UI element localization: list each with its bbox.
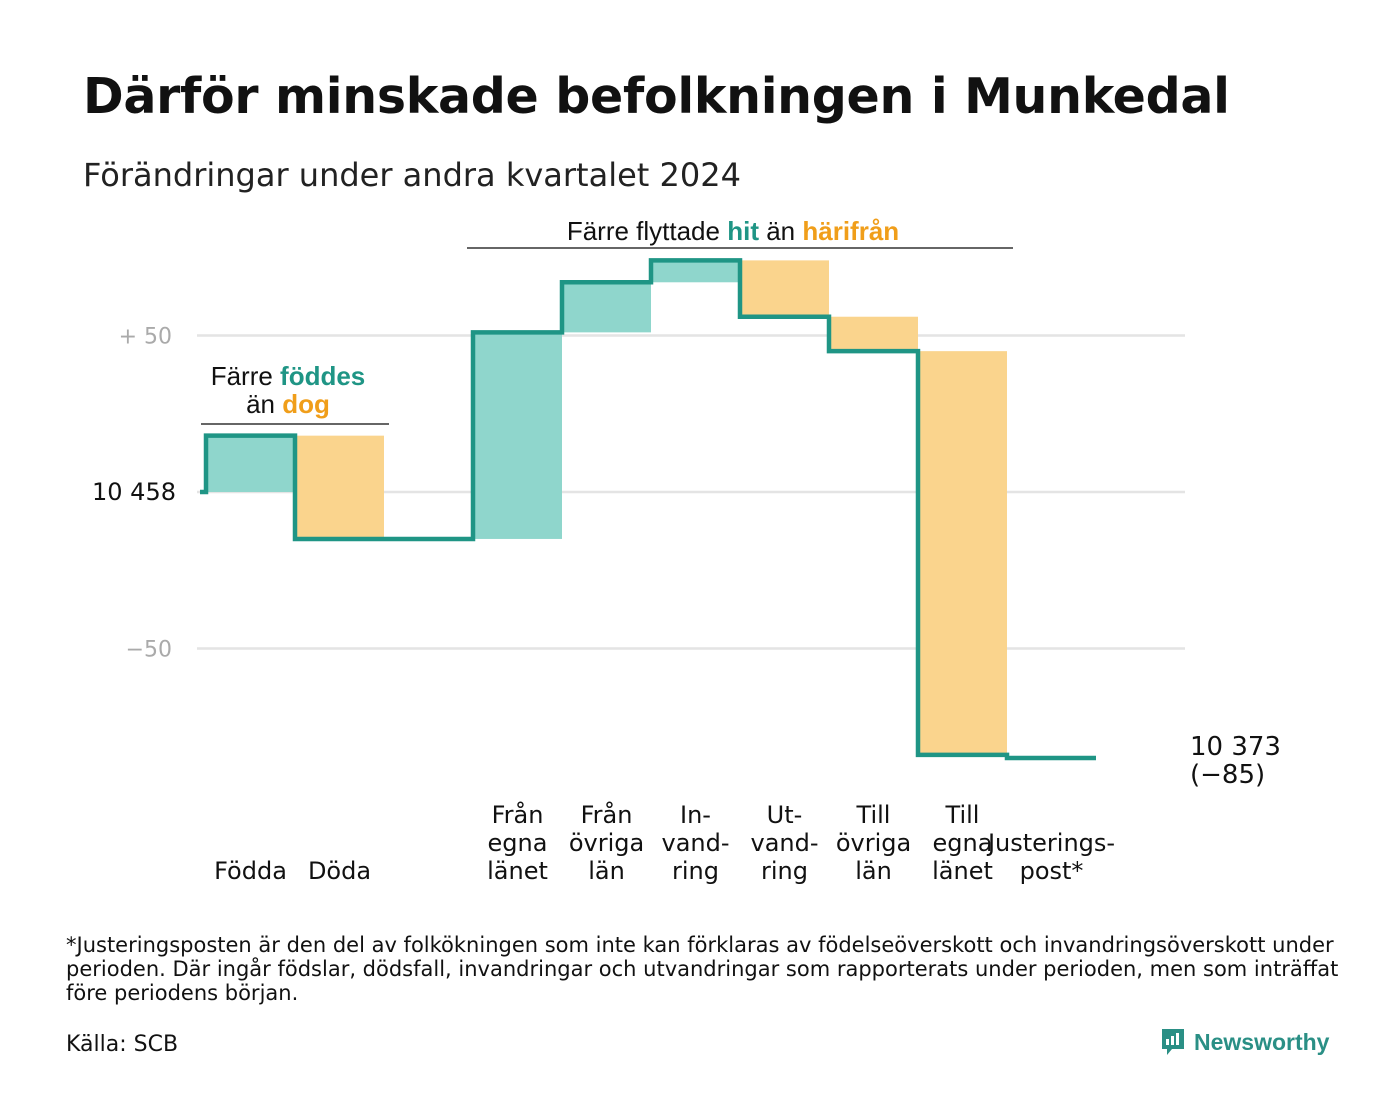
category-label: övriga bbox=[569, 829, 644, 857]
category-label: län bbox=[855, 857, 892, 885]
chart-title: Därför minskade befolkningen i Munkedal bbox=[83, 68, 1230, 125]
category-label: Födda bbox=[214, 857, 287, 885]
end-value-label: 10 373 bbox=[1190, 732, 1281, 762]
annotation-segment: föddes bbox=[280, 361, 365, 391]
annotation-segment: Färre flyttade bbox=[567, 216, 727, 246]
category-label: Döda bbox=[308, 857, 371, 885]
category-label: post* bbox=[1020, 857, 1084, 885]
annotation-moves-line1: Färre flyttade hit än härifrån bbox=[567, 216, 899, 246]
category-label: Från bbox=[492, 800, 544, 829]
y-tick-label: −50 bbox=[126, 638, 172, 663]
annotation-segment: än bbox=[246, 389, 282, 419]
annotation-births-line1: Färre föddes bbox=[211, 361, 366, 391]
category-label: Från bbox=[581, 800, 633, 829]
category-label: vand- bbox=[661, 829, 729, 857]
newsworthy-logo-icon bbox=[1162, 1029, 1184, 1055]
brand-logo[interactable]: Newsworthy bbox=[1160, 1027, 1329, 1057]
annotation-segment: Färre bbox=[211, 361, 280, 391]
bar-decrease bbox=[740, 260, 829, 317]
category-label: vand- bbox=[750, 829, 818, 857]
bar-decrease bbox=[829, 316, 918, 352]
end-change-label: (−85) bbox=[1190, 760, 1265, 790]
cumulative-step-line bbox=[200, 258, 1096, 761]
category-label: län bbox=[588, 857, 625, 885]
category-label: Justerings- bbox=[986, 829, 1115, 857]
bar-increase bbox=[206, 435, 295, 492]
source-credit: Källa: SCB bbox=[66, 1032, 179, 1057]
annotation-segment: härifrån bbox=[802, 216, 899, 246]
annotation-segment: än bbox=[759, 216, 802, 246]
category-label: egna bbox=[488, 829, 548, 857]
category-label: In- bbox=[680, 801, 711, 829]
category-label: länet bbox=[932, 857, 993, 885]
category-label: ring bbox=[761, 857, 808, 885]
footnote: *Justeringsposten är den del av folkökni… bbox=[66, 933, 1339, 1005]
bar-increase bbox=[473, 332, 562, 539]
annotation-segment: hit bbox=[727, 216, 759, 246]
bar-increase bbox=[651, 260, 740, 283]
y-tick-label: + 50 bbox=[119, 325, 172, 350]
category-label: egna bbox=[933, 829, 993, 857]
bar-increase bbox=[562, 282, 651, 333]
category-label: Till bbox=[945, 801, 980, 829]
start-value-label: 10 458 bbox=[92, 478, 176, 506]
annotation-segment: dog bbox=[282, 389, 330, 419]
category-label: övriga bbox=[836, 829, 911, 857]
bar-decrease bbox=[918, 351, 1007, 755]
category-label: Till bbox=[856, 801, 891, 829]
category-label: ring bbox=[672, 857, 719, 885]
category-label: Ut- bbox=[767, 801, 803, 829]
category-label: länet bbox=[487, 857, 548, 885]
bar-decrease bbox=[295, 435, 384, 539]
brand-name: Newsworthy bbox=[1194, 1028, 1330, 1055]
annotation-births-line2: än dog bbox=[246, 389, 330, 419]
chart-subtitle: Förändringar under andra kvartalet 2024 bbox=[83, 156, 741, 194]
